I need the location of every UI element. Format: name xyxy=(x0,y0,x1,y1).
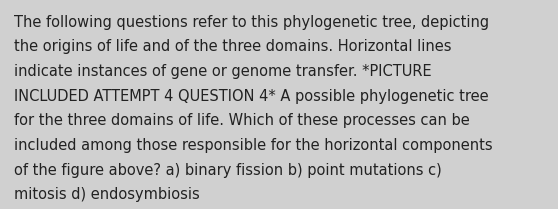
Text: included among those responsible for the horizontal components: included among those responsible for the… xyxy=(14,138,493,153)
Text: of the figure above? a) binary fission b) point mutations c): of the figure above? a) binary fission b… xyxy=(14,163,442,178)
Text: The following questions refer to this phylogenetic tree, depicting: The following questions refer to this ph… xyxy=(14,15,489,30)
Text: indicate instances of gene or genome transfer. *PICTURE: indicate instances of gene or genome tra… xyxy=(14,64,431,79)
Text: INCLUDED ATTEMPT 4 QUESTION 4* A possible phylogenetic tree: INCLUDED ATTEMPT 4 QUESTION 4* A possibl… xyxy=(14,89,489,104)
Text: for the three domains of life. Which of these processes can be: for the three domains of life. Which of … xyxy=(14,113,470,128)
Text: mitosis d) endosymbiosis: mitosis d) endosymbiosis xyxy=(14,187,200,202)
Text: the origins of life and of the three domains. Horizontal lines: the origins of life and of the three dom… xyxy=(14,39,451,54)
